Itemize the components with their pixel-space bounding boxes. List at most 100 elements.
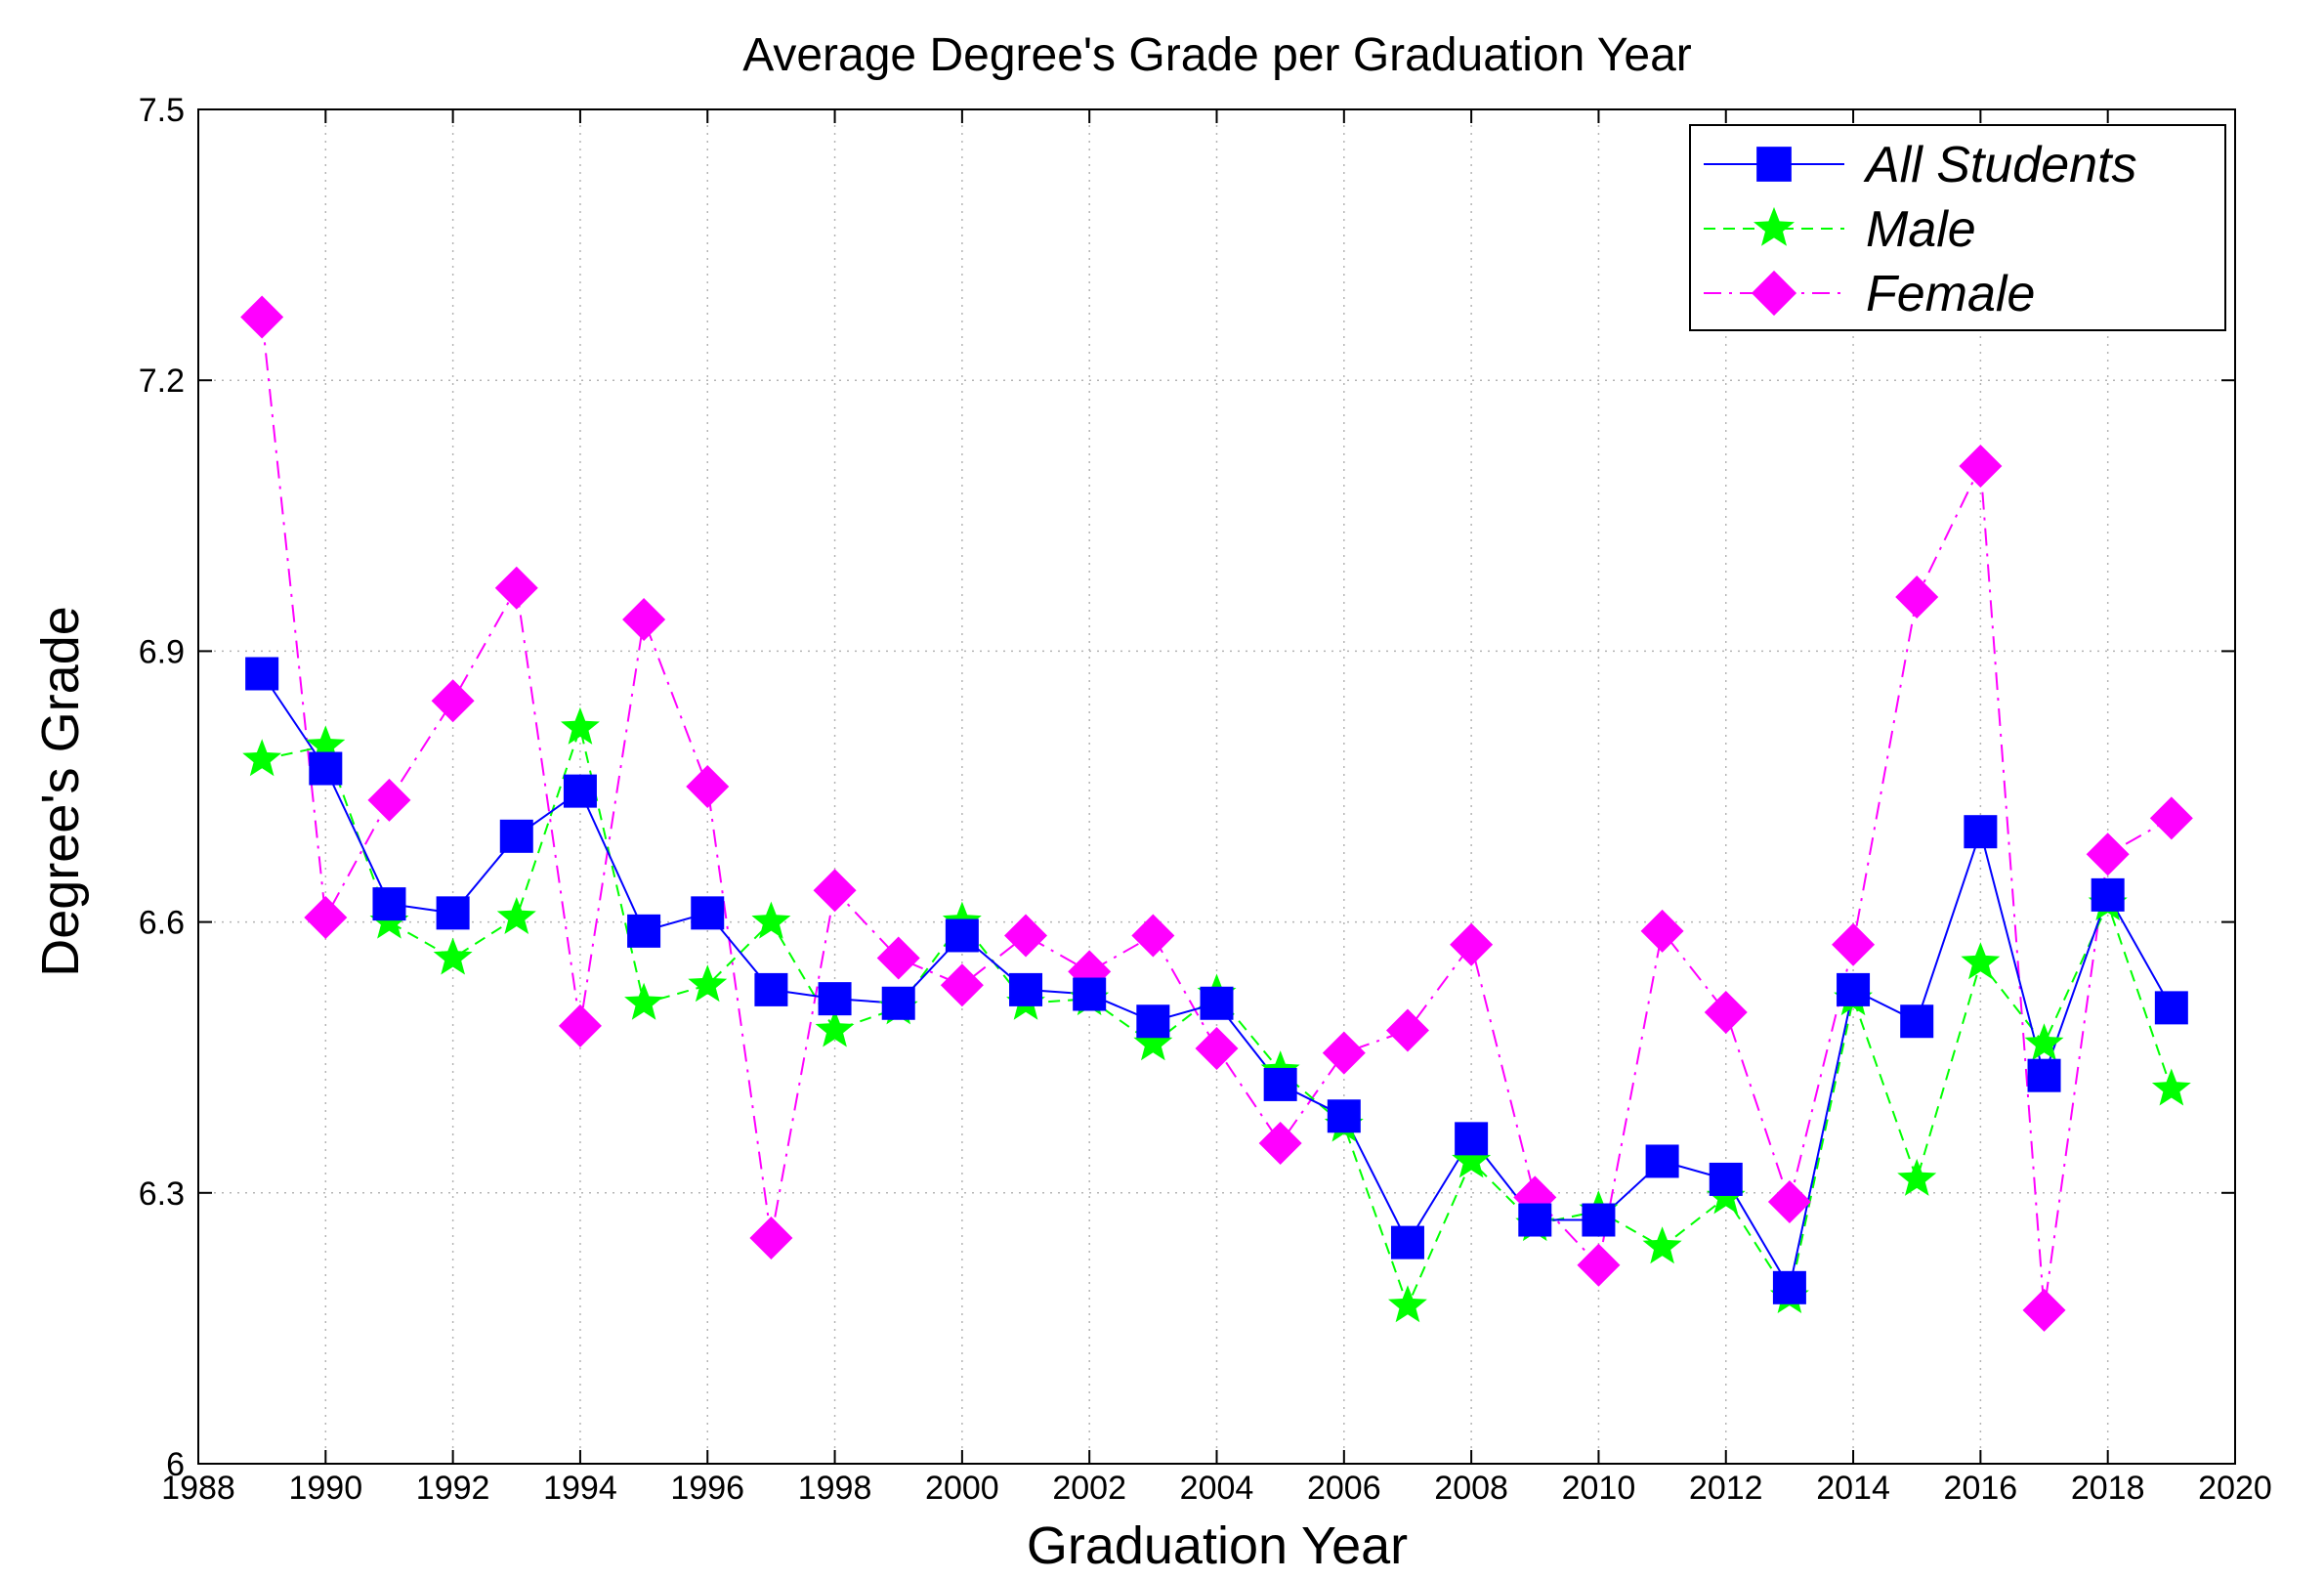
data-point-male [1897,1158,1937,1196]
data-point-female [304,895,348,939]
data-point-all-students [1518,1203,1552,1237]
x-tick-label: 2014 [1816,1470,1890,1507]
data-point-female [1322,1031,1366,1075]
legend-marker-male [1754,206,1795,246]
data-point-male [561,706,600,745]
data-point-all-students [881,986,915,1020]
data-point-all-students [436,896,470,930]
data-point-all-students [1327,1099,1361,1133]
legend-marker-female [1751,270,1797,317]
data-point-male [242,739,282,777]
data-point-female [2149,796,2193,840]
data-point-female [1640,909,1684,953]
grid [198,109,2235,1464]
data-point-all-students [245,657,279,691]
x-tick-label: 1988 [161,1470,235,1507]
x-tick-label: 2020 [2198,1470,2272,1507]
data-point-all-students [1009,972,1043,1006]
y-axis-title: Degree's Grade [31,606,90,977]
data-point-all-students [1837,972,1871,1006]
data-point-female [1704,991,1748,1034]
data-point-female [1004,914,1048,958]
legend-label-all-students: All Students [1863,137,2137,193]
legend: All Students Male Female [1689,124,2226,331]
x-tick-label: 2010 [1562,1470,1636,1507]
data-point-male [1452,1140,1492,1178]
x-tick-label: 1990 [288,1470,362,1507]
y-tick-label: 7.5 [139,92,185,129]
data-point-all-students [1390,1225,1424,1260]
legend-label-male: Male [1866,201,1976,258]
data-point-all-students [1263,1067,1297,1101]
data-point-male [1388,1285,1427,1323]
data-point-female [558,1004,602,1047]
data-point-all-students [1582,1203,1616,1237]
data-point-female [940,963,984,1007]
legend-marker-all-students [1756,147,1792,182]
y-tick-label: 7.2 [139,363,185,400]
y-tick-label: 6.9 [139,633,185,670]
x-tick-label: 2012 [1689,1470,1763,1507]
data-point-male [2024,1023,2064,1061]
data-point-all-students [2027,1058,2061,1092]
data-point-all-students [1709,1162,1743,1196]
data-point-male [688,964,728,1003]
data-point-female [367,778,411,822]
data-point-female [1895,575,1939,619]
data-point-female [2086,833,2130,876]
axis-ticks: 1988 1990 1992 1994 1996 1998 2000 2002 2004 2006… [139,92,2272,1507]
data-point-all-students [499,819,533,853]
data-point-all-students [945,918,979,953]
data-point-all-students [754,972,788,1006]
data-point-all-students [691,896,725,930]
data-point-all-students [563,774,597,808]
data-point-male [496,897,536,934]
x-axis-title: Graduation Year [1027,1516,1408,1575]
legend-label-female: Female [1866,266,2035,322]
data-point-female [1577,1243,1621,1287]
data-point-male [1961,942,2001,980]
data-point-all-students [1455,1122,1489,1156]
data-point-male [1133,1023,1173,1061]
data-point-male [815,1009,855,1047]
x-tick-label: 2018 [2071,1470,2145,1507]
chart-title: Average Degree's Grade per Graduation Ye… [742,29,1692,81]
data-point-female [1131,914,1175,958]
x-tick-label: 2004 [1180,1470,1254,1507]
data-point-female [622,598,666,642]
data-point-female [1385,1008,1429,1052]
data-point-all-students [2154,991,2188,1025]
x-tick-label: 2000 [925,1470,999,1507]
data-point-female [1450,922,1494,966]
data-point-all-students [1964,815,1998,849]
x-tick-label: 1994 [543,1470,617,1507]
x-tick-label: 1998 [798,1470,872,1507]
x-tick-label: 2008 [1434,1470,1508,1507]
data-point-female [494,566,538,610]
data-point-all-students [1073,977,1107,1011]
series-markers [240,295,2193,1332]
data-point-all-students [2091,877,2125,912]
y-tick-label: 6.3 [139,1175,185,1213]
x-tick-label: 1992 [416,1470,490,1507]
data-point-female [1832,922,1876,966]
data-point-female [813,869,857,913]
data-point-female [686,765,730,808]
data-point-female [1767,1180,1811,1224]
data-point-male [751,901,791,939]
data-point-female [2022,1288,2066,1332]
data-point-all-students [1200,986,1234,1020]
data-point-all-students [818,982,852,1016]
data-point-all-students [1645,1144,1679,1178]
y-tick-label: 6.6 [139,905,185,942]
data-point-all-students [627,914,661,948]
data-point-female [1195,1026,1239,1070]
data-point-male [306,725,346,763]
data-point-female [431,679,475,723]
data-point-female [749,1217,793,1260]
data-point-female [240,295,284,339]
x-tick-label: 1996 [670,1470,744,1507]
data-point-all-students [372,887,406,921]
data-point-female [1258,1121,1302,1165]
